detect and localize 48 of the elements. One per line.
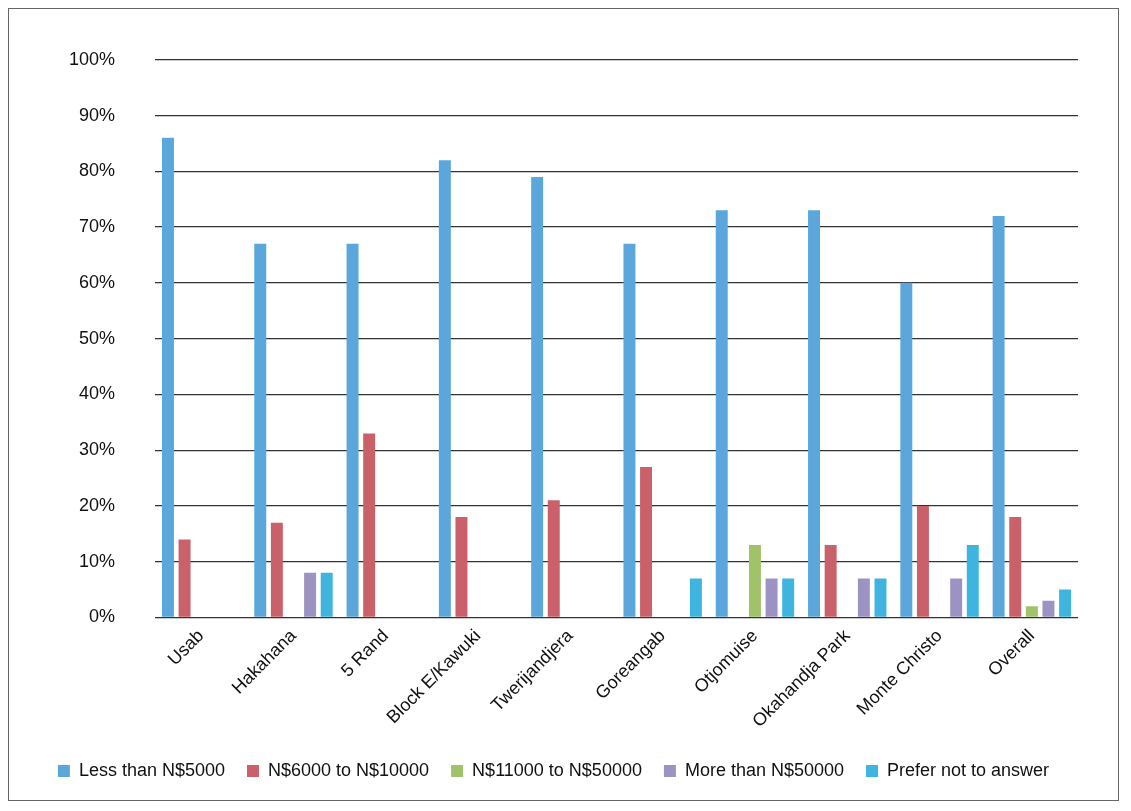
bar (992, 215, 1005, 617)
bar (765, 578, 778, 617)
y-tick-label: 30% (79, 439, 116, 460)
y-tick-label: 20% (79, 494, 116, 515)
legend-label: Prefer not to answer (887, 759, 1050, 780)
bar (916, 505, 929, 617)
bar (640, 466, 653, 617)
bar (1042, 600, 1055, 617)
bar (748, 544, 761, 617)
legend-label: N$11000 to N$50000 (472, 759, 642, 780)
bar (161, 137, 174, 617)
bar (966, 544, 979, 617)
legend-label: More than N$50000 (684, 759, 845, 780)
bar (623, 243, 636, 617)
y-tick-label: 50% (79, 327, 116, 348)
y-tick-label: 100% (68, 48, 116, 69)
bar (782, 578, 795, 617)
y-tick-label: 0% (89, 606, 116, 627)
y-tick-label: 80% (79, 160, 116, 181)
bar (857, 578, 870, 617)
bar (824, 544, 837, 617)
bar (808, 210, 821, 617)
bar (304, 572, 317, 617)
y-tick-label: 60% (79, 271, 116, 292)
bar (1009, 517, 1022, 617)
y-tick-label: 90% (79, 104, 116, 125)
y-tick-label: 10% (79, 550, 116, 571)
y-tick-label: 40% (79, 383, 116, 404)
bar (363, 433, 376, 617)
bar (689, 578, 702, 617)
bar (531, 176, 544, 617)
bar (270, 522, 283, 617)
legend-label: Less than N$5000 (78, 759, 225, 780)
bar (950, 578, 963, 617)
bar (547, 500, 560, 617)
bar (455, 517, 468, 617)
bar (320, 572, 333, 617)
bar (1059, 589, 1072, 617)
bar (715, 210, 728, 617)
bar (438, 160, 451, 617)
bar (178, 539, 191, 617)
bar (254, 243, 267, 617)
bar (346, 243, 359, 617)
bar (1025, 606, 1038, 617)
bar (874, 578, 887, 617)
legend-label: N$6000 to N$10000 (267, 759, 430, 780)
bar (900, 282, 913, 617)
y-tick-label: 70% (79, 216, 116, 237)
